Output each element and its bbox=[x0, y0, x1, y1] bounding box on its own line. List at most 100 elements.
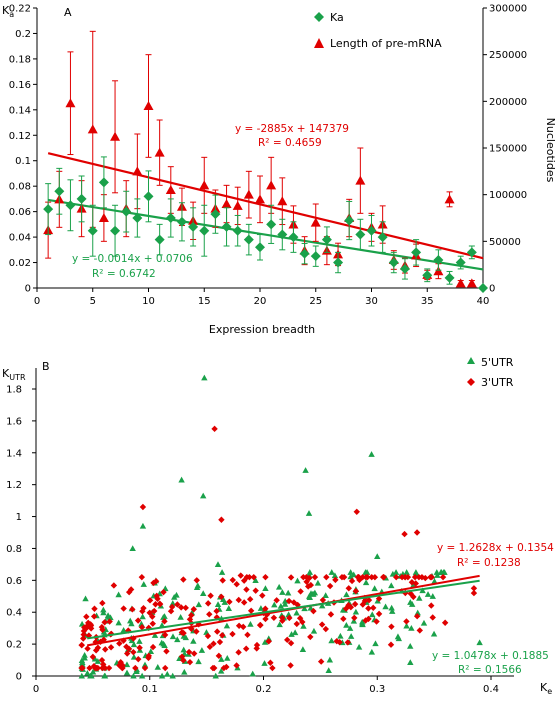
utr3-point bbox=[152, 578, 160, 585]
premrna-point bbox=[455, 278, 466, 288]
utr3-point bbox=[188, 625, 195, 632]
utr5-point bbox=[434, 572, 441, 578]
utr5-point bbox=[257, 605, 265, 611]
y-left-tick-label: 0.22 bbox=[9, 4, 31, 15]
utr3-point bbox=[229, 630, 236, 638]
ka-point bbox=[176, 216, 187, 227]
ka-point bbox=[288, 232, 299, 243]
utr5-point bbox=[198, 647, 206, 653]
y-left-tick-label: 0.2 bbox=[15, 29, 31, 40]
utr3-point bbox=[226, 598, 233, 606]
utr3-point bbox=[90, 613, 98, 620]
utr3-point bbox=[86, 664, 93, 672]
utr3-point bbox=[161, 618, 168, 625]
utr5-point bbox=[343, 591, 350, 598]
utr3-point bbox=[80, 631, 87, 638]
utr3-point bbox=[102, 646, 109, 653]
utr5-point bbox=[262, 585, 269, 591]
utr5-point bbox=[84, 669, 91, 676]
ka-point bbox=[87, 225, 98, 236]
utr3-point bbox=[355, 573, 362, 581]
utr3-point bbox=[318, 621, 326, 628]
utr5-point bbox=[214, 561, 222, 567]
utr3-point bbox=[223, 663, 230, 671]
ka-point bbox=[43, 204, 54, 215]
ka-point bbox=[321, 234, 332, 245]
utr3-point bbox=[262, 573, 269, 581]
utr5-point bbox=[368, 451, 375, 457]
utr5-point bbox=[81, 654, 88, 661]
utr3-point bbox=[215, 652, 223, 660]
utr5-point bbox=[88, 672, 95, 679]
utr5-point bbox=[212, 672, 219, 679]
utr5-point bbox=[328, 569, 335, 575]
utr3-point bbox=[129, 606, 136, 613]
y-tick-label: 1.2 bbox=[6, 480, 22, 491]
utr3-point bbox=[371, 574, 379, 581]
legend-ka-marker bbox=[314, 12, 324, 22]
utr3-point bbox=[127, 586, 135, 593]
trend-premrna-equation: y = -2885x + 147379 bbox=[235, 123, 349, 135]
x-tick-label: 0 bbox=[34, 296, 40, 307]
utr3-point bbox=[342, 605, 350, 612]
utr3-point bbox=[207, 592, 214, 599]
utr3-point bbox=[353, 508, 360, 515]
utr5-point bbox=[369, 611, 376, 618]
utr5-point bbox=[363, 569, 371, 575]
ka-point bbox=[299, 248, 310, 259]
utr3-point bbox=[243, 586, 250, 593]
utr3-point bbox=[80, 627, 88, 635]
utr3-point bbox=[213, 614, 221, 621]
utr3-point bbox=[401, 530, 408, 538]
utr3-point bbox=[247, 607, 255, 614]
utr3-point bbox=[262, 615, 269, 623]
utr3-point bbox=[78, 664, 85, 672]
utr3-point bbox=[319, 596, 327, 604]
utr3-point bbox=[285, 597, 293, 605]
legend-5utr-marker bbox=[467, 357, 475, 364]
utr3-point bbox=[306, 574, 313, 582]
ka-point bbox=[210, 209, 221, 220]
utr3-point bbox=[413, 529, 421, 536]
utr5-point bbox=[288, 631, 295, 637]
ka-point bbox=[377, 232, 388, 243]
utr3-point bbox=[149, 613, 156, 620]
utr3-point bbox=[92, 638, 99, 646]
utr3-point bbox=[311, 573, 319, 581]
panel-a-x-label: Expression breadth bbox=[209, 323, 315, 336]
utr5-point bbox=[284, 589, 292, 596]
utr3-point bbox=[470, 589, 478, 597]
utr3-point bbox=[299, 618, 306, 626]
utr3-point bbox=[214, 628, 221, 635]
utr3-point bbox=[101, 619, 108, 626]
utr3-point bbox=[413, 613, 421, 620]
ka-point bbox=[121, 206, 132, 217]
utr5-point bbox=[318, 602, 326, 609]
panel-b-legend: 5'UTR 3'UTR bbox=[467, 356, 514, 389]
utr3-point bbox=[253, 645, 260, 652]
premrna-point bbox=[143, 101, 154, 110]
panel-a: A Ka Expression breadth Nucleotides Ka L… bbox=[2, 4, 557, 336]
y-tick-label: 0 bbox=[16, 672, 22, 683]
utr3-point bbox=[439, 573, 447, 581]
utr5-point bbox=[328, 637, 335, 644]
utr5-point bbox=[200, 590, 207, 597]
utr3-point bbox=[296, 615, 304, 622]
ka-point bbox=[433, 255, 444, 265]
utr3-point bbox=[427, 573, 434, 581]
utr3-point bbox=[233, 581, 240, 588]
utr3-point bbox=[89, 653, 97, 661]
utr5-point bbox=[372, 640, 379, 647]
utr3-point bbox=[193, 577, 200, 584]
x-tick-label: 15 bbox=[198, 296, 211, 307]
utr3-point bbox=[246, 573, 253, 581]
premrna-point bbox=[110, 131, 121, 141]
utr3-point bbox=[132, 664, 139, 672]
utr5-point bbox=[389, 608, 396, 614]
utr5-point bbox=[158, 672, 166, 679]
legend-5utr-label: 5'UTR bbox=[481, 356, 514, 369]
utr3-point bbox=[294, 601, 301, 609]
utr5-point bbox=[325, 667, 332, 673]
utr3-point bbox=[233, 662, 240, 669]
utr3-point bbox=[293, 620, 300, 628]
